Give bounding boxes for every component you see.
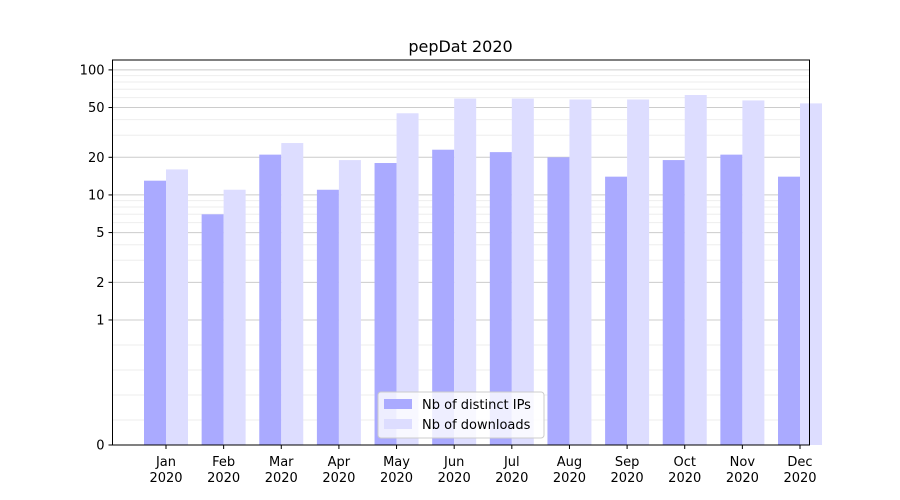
x-tick-label-month: Oct [673, 455, 695, 470]
x-tick-label-month: May [383, 455, 410, 470]
y-tick-label: 2 [96, 276, 104, 291]
x-tick-label-month: Aug [557, 455, 582, 470]
x-tick-label-month: Feb [212, 455, 235, 470]
x-tick-label-year: 2020 [149, 471, 182, 486]
bar-distinct-ips [662, 160, 685, 445]
x-tick-label-month: Nov [730, 455, 756, 470]
bar-downloads [166, 169, 188, 445]
bar-downloads [684, 94, 707, 446]
y-tick-label: 10 [88, 188, 105, 203]
bar-downloads [338, 160, 361, 445]
y-tick-label: 1 [96, 313, 104, 328]
bar-distinct-ips [547, 157, 570, 445]
legend-swatch [384, 419, 412, 429]
y-tick-label: 5 [96, 226, 104, 241]
bar-distinct-ips [778, 176, 800, 445]
x-tick-label-year: 2020 [207, 471, 240, 486]
x-tick-label-year: 2020 [438, 471, 471, 486]
bar-distinct-ips [432, 149, 455, 446]
bar-downloads [281, 143, 304, 445]
bar-distinct-ips [144, 180, 166, 445]
x-tick-label-year: 2020 [265, 471, 298, 486]
legend-label: Nb of distinct IPs [422, 398, 531, 413]
x-tick-label-month: Jul [503, 455, 520, 470]
x-tick-label-month: Sep [615, 455, 640, 470]
bar-downloads [800, 103, 822, 446]
x-tick-label-month: Dec [787, 455, 812, 470]
x-tick-label-year: 2020 [611, 471, 644, 486]
y-tick-label: 20 [88, 151, 105, 166]
y-tick-label: 0 [96, 439, 104, 454]
x-tick-label-year: 2020 [783, 471, 816, 486]
bars-layer [144, 94, 822, 446]
x-tick-label-year: 2020 [380, 471, 413, 486]
bar-distinct-ips [605, 176, 628, 445]
bar-distinct-ips [259, 154, 282, 446]
x-tick-label-month: Apr [328, 455, 351, 470]
bar-distinct-ips [489, 152, 512, 445]
legend: Nb of distinct IPs Nb of downloads [377, 391, 545, 439]
legend-swatch [384, 399, 412, 409]
bar-downloads [627, 99, 650, 446]
x-tick-label-year: 2020 [726, 471, 759, 486]
bar-downloads [454, 98, 477, 446]
bar-downloads [396, 113, 419, 445]
bar-downloads [569, 99, 592, 446]
y-tick-label: 50 [88, 101, 105, 116]
x-tick-label-month: Mar [269, 455, 294, 470]
legend-label: Nb of downloads [422, 418, 531, 433]
bar-distinct-ips [720, 154, 743, 446]
bar-distinct-ips [201, 214, 224, 445]
bar-downloads [223, 189, 246, 445]
legend-frame [377, 391, 545, 439]
bar-distinct-ips [316, 189, 339, 445]
bar-downloads [511, 98, 534, 446]
bar-downloads [742, 100, 765, 445]
x-tick-label-month: Jun [443, 455, 464, 470]
x-tick-label-year: 2020 [322, 471, 355, 486]
plot-frame [112, 59, 810, 446]
axes-layer: 0125102050100Jan2020Feb2020Mar2020Apr202… [80, 63, 817, 486]
chart-title: pepDat 2020 [408, 37, 512, 56]
y-tick-label: 100 [80, 63, 105, 78]
x-tick-label-month: Jan [155, 455, 176, 470]
x-tick-label-year: 2020 [668, 471, 701, 486]
x-tick-label-year: 2020 [495, 471, 528, 486]
bar-distinct-ips [374, 163, 397, 445]
x-tick-label-year: 2020 [553, 471, 586, 486]
